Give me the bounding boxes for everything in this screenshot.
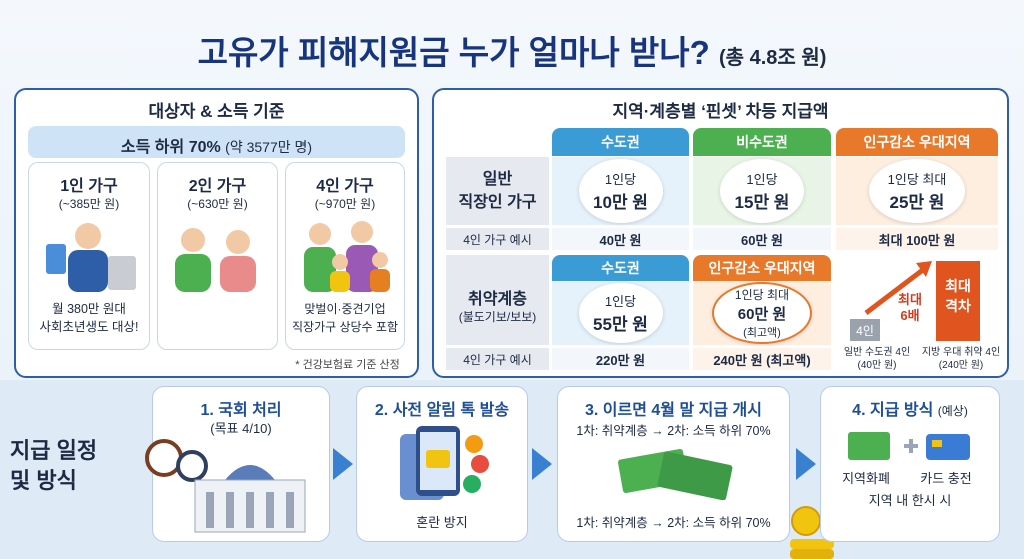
- assembly-icon: [145, 439, 306, 533]
- gap-caption: 지방 우대 취약 4인 (240만 원): [918, 346, 1004, 372]
- income-bar: [28, 126, 405, 158]
- amount-bubble: 1인당 15만 원: [720, 159, 804, 223]
- household-title: 4인 가구: [316, 178, 374, 195]
- population: (약 3577만 명): [225, 139, 313, 155]
- gap-graphic: [850, 261, 980, 341]
- caption-line: (40만 원): [857, 360, 897, 371]
- amount: 25만 원: [889, 193, 945, 212]
- flow-arrow: [333, 448, 353, 480]
- gap-line: 6배: [900, 308, 920, 323]
- note-line: 사회초년생도 대상!: [39, 320, 139, 334]
- amount: 60만 원: [737, 306, 787, 323]
- caption-line: 지방 우대 취약 4인: [921, 347, 1001, 358]
- row-label-bg: [446, 255, 549, 345]
- step-note: 지역 내 한시 시: [868, 493, 952, 508]
- row-sublabel: (불도기보/보보): [458, 310, 537, 324]
- phone-icon: [400, 426, 489, 500]
- money-icon: [618, 449, 733, 500]
- payment-option: 지역화폐: [842, 471, 890, 486]
- column-header: 비수도권: [693, 128, 831, 156]
- amount-note: (최고액): [743, 327, 781, 339]
- amount-bubble: 1인당 최대 60만 원 (최고액): [712, 282, 812, 344]
- example-amount: 40만 원: [552, 228, 689, 250]
- step: [820, 386, 1000, 542]
- gap-line: 격차: [945, 298, 971, 314]
- payment-option: 카드 충전: [920, 471, 972, 486]
- column-header: 수도권: [552, 255, 689, 281]
- step-detail: (목표 4/10): [210, 421, 272, 436]
- row-label: 취약계층: [468, 291, 527, 308]
- amount-prefix: 1인당: [604, 294, 637, 309]
- example-amount: 240만 원 (최고액): [693, 348, 831, 370]
- flow-arrow: [532, 448, 552, 480]
- amount-bubble: 1인당 55만 원: [578, 283, 663, 343]
- gap-caption: 일반 수도권 4인 (40만 원): [836, 346, 918, 372]
- step-phase: 1차: 취약계층 → 2차: 소득 하위 70%: [576, 424, 771, 438]
- household-title: 2인 가구: [188, 178, 247, 195]
- amount-prefix: 1인당 최대: [887, 172, 947, 187]
- people-icons: [46, 221, 390, 292]
- amount-prefix: 1인당 최대: [734, 288, 790, 302]
- amount-prefix: 1인당: [746, 172, 778, 187]
- column-header: 수도권: [552, 128, 689, 156]
- example-label: 4인 가구 예시: [446, 228, 549, 250]
- amount-prefix: 1인당: [604, 172, 637, 187]
- note-line: 직장가구 상당수 포함: [291, 320, 399, 334]
- step-title: 2. 사전 알림 톡 발송: [374, 402, 510, 419]
- footnote: * 건강보험료 기준 산정: [295, 359, 400, 371]
- subtitle: (총 4.8조 원): [718, 47, 827, 69]
- household-limit: (~630만 원): [187, 197, 248, 211]
- column-header: 인구감소 우대지역: [836, 128, 998, 156]
- example-label: 4인 가구 예시: [446, 348, 549, 370]
- gap-arrow: 최대 6배: [888, 292, 932, 324]
- panel-title: 지역·계층별 ‘핀셋’ 차등 지급액: [612, 102, 829, 121]
- label-line: 직장인 가구: [458, 194, 537, 211]
- household-card: [157, 162, 278, 350]
- step-title: 4. 지급 방식: [852, 402, 934, 419]
- amount: 55만 원: [593, 315, 648, 334]
- panel-title: 대상자 & 소득 기준: [148, 102, 285, 121]
- household-title: 1인 가구: [60, 178, 118, 195]
- household-limit: (~385만 원): [58, 197, 120, 211]
- amount: 10만 원: [593, 193, 648, 212]
- amount: 15만 원: [734, 193, 790, 212]
- header: 고유가 피해지원금 누가 얼마나 받나? (총 4.8조 원): [0, 26, 1024, 74]
- label-line: 일반: [482, 171, 513, 188]
- row-label-bg: [446, 157, 549, 225]
- label-line: 지급 일정: [10, 438, 98, 463]
- column-header: 인구감소 우대지역: [693, 255, 831, 281]
- note-line: 월 380만 원대: [52, 302, 126, 316]
- coins-icon: [790, 506, 834, 559]
- caption-line: (240만 원): [938, 360, 984, 371]
- step-title: 1. 국회 처리: [200, 402, 282, 419]
- payment-icons: [848, 432, 970, 460]
- step-detail: (예상): [937, 404, 968, 418]
- caption-line: 일반 수도권 4인: [843, 347, 911, 358]
- gap-line: 최대: [945, 278, 971, 294]
- note-line: 맞벌이·중견기업: [304, 302, 386, 316]
- gap-low: 4인: [856, 324, 874, 338]
- income: 소득 하위 70%: [120, 139, 221, 156]
- household-limit: (~970만 원): [314, 197, 376, 211]
- example-amount: 최대 100만 원: [836, 228, 998, 250]
- step-detail: 혼란 방지: [416, 515, 468, 530]
- flow-arrow: [796, 448, 816, 480]
- step-title: 3. 이르면 4월 말 지급 개시: [585, 402, 762, 419]
- label-line: 및 방식: [10, 468, 77, 493]
- amount-bubble: 1인당 10만 원: [578, 159, 663, 223]
- gap-line: 최대: [898, 292, 922, 307]
- example-amount: 220만 원: [552, 348, 689, 370]
- step-phase: 1차: 취약계층 → 2차: 소득 하위 70%: [576, 516, 771, 530]
- title: 고유가 피해지원금 누가 얼마나 받나?: [197, 34, 710, 71]
- amount-bubble: 1인당 최대 25만 원: [869, 159, 965, 223]
- example-amount: 60만 원: [693, 228, 831, 250]
